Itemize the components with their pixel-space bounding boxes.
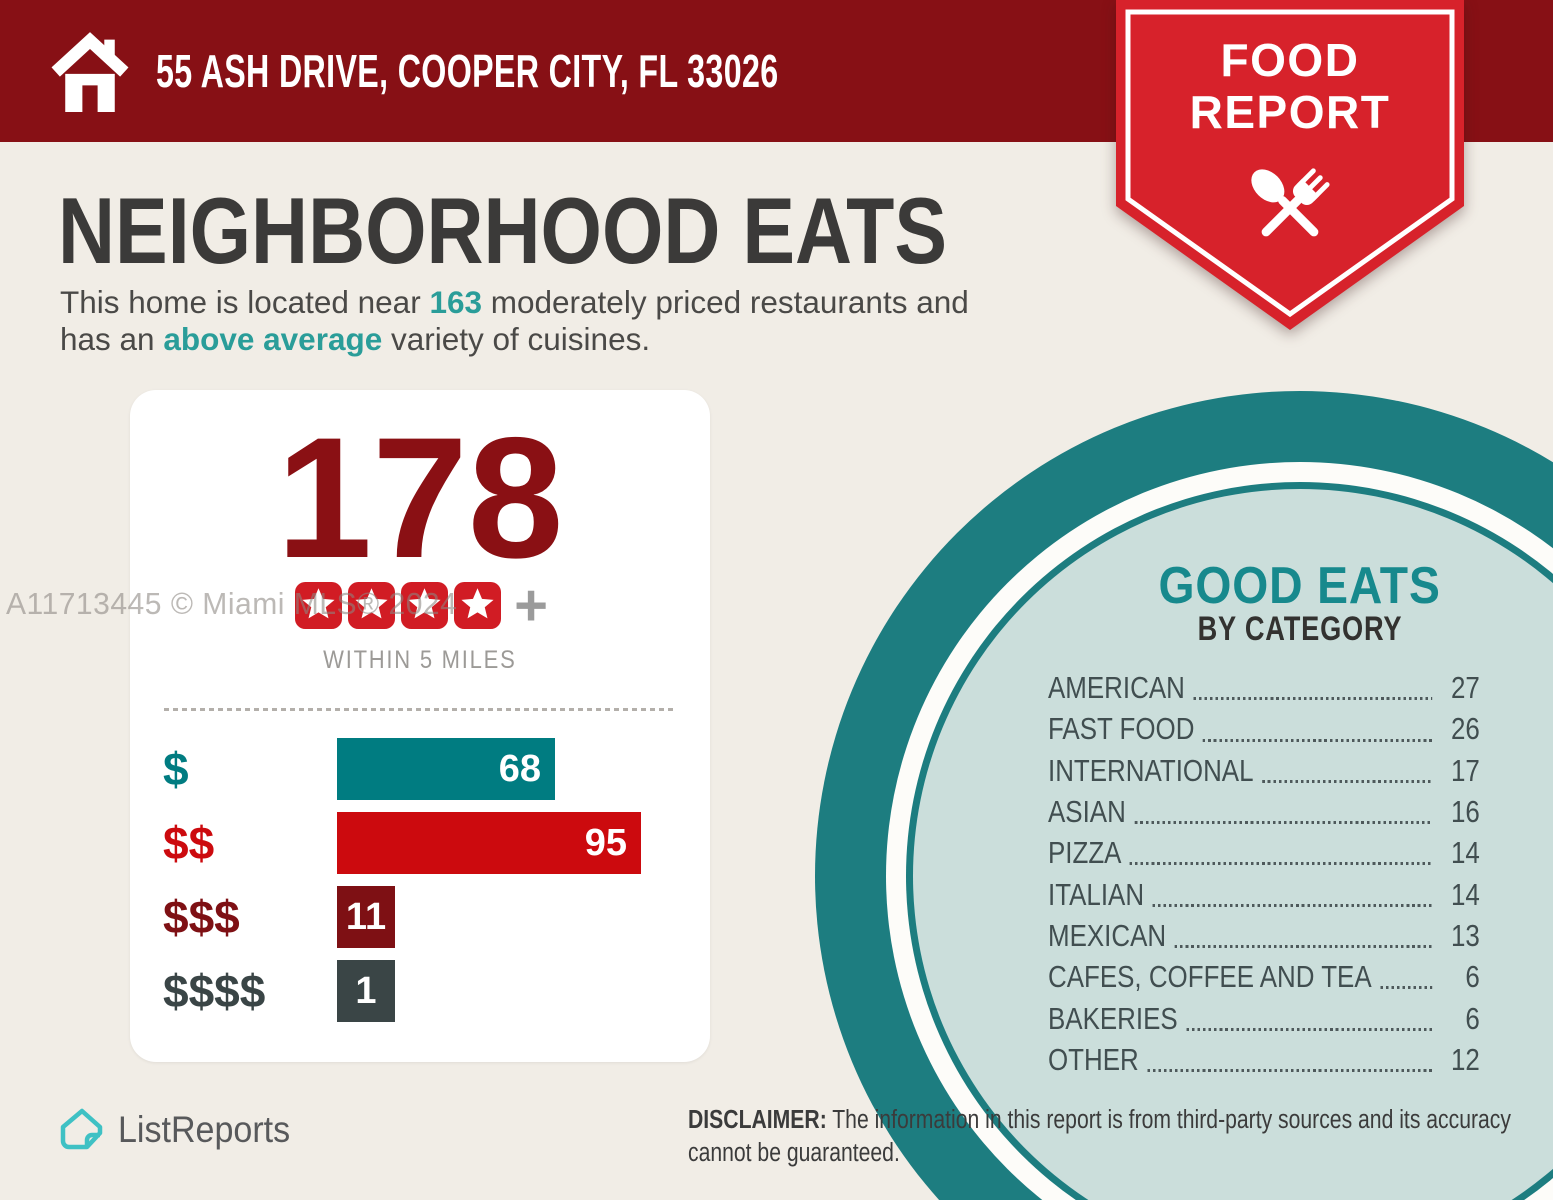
category-row: CAFES, COFFEE AND TEA 6: [1048, 960, 1480, 995]
category-row: ITALIAN 14: [1048, 877, 1480, 912]
radius-caption: WITHIN 5 MILES: [323, 646, 517, 674]
dotted-leader: [1380, 986, 1433, 990]
price-bar: 95: [337, 812, 641, 874]
disclaimer: DISCLAIMER: The information in this repo…: [688, 1104, 1526, 1170]
dotted-leader: [1152, 903, 1433, 907]
ribbon-shape: [1116, 0, 1464, 330]
price-row-3: $$$ 11: [130, 886, 710, 948]
stars-row: +: [130, 573, 710, 638]
star-icon: [401, 582, 449, 629]
disclaimer-label: DISCLAIMER:: [688, 1106, 827, 1134]
price-label: $$$$: [163, 965, 266, 1017]
price-bar: 68: [337, 738, 555, 800]
page-title: NEIGHBORHOOD EATS: [58, 178, 948, 283]
property-address: 55 ASH DRIVE, COOPER CITY, FL 33026: [156, 45, 779, 97]
badge-title-line1: FOOD: [1220, 34, 1360, 86]
badge-title-line2: REPORT: [1189, 86, 1391, 138]
price-bar: 1: [337, 960, 395, 1022]
price-bar: 11: [337, 886, 395, 948]
price-row-4: $$$$ 1: [130, 960, 710, 1022]
dotted-leader: [1134, 821, 1433, 825]
category-row: OTHER 12: [1048, 1042, 1480, 1077]
star-icon: [348, 582, 396, 629]
mls-watermark: A11713445 © Miami MLS® 2024: [6, 586, 458, 621]
dotted-leader: [1262, 779, 1433, 783]
star-rating: [292, 582, 504, 629]
category-row: ASIAN 16: [1048, 795, 1480, 830]
restaurant-summary-card: 178 + WITHIN 5 MILES $ 68: [130, 390, 710, 1062]
total-restaurants: 178: [276, 402, 564, 594]
category-row: BAKERIES 6: [1048, 1001, 1480, 1036]
dotted-leader: [1174, 945, 1433, 949]
listreports-logo: ListReports: [58, 1106, 305, 1154]
category-row: FAST FOOD 26: [1048, 712, 1480, 747]
food-report-badge: FOOD REPORT: [1116, 0, 1464, 332]
listreports-wordmark: ListReports: [118, 1109, 291, 1150]
intro-line-1: This home is located near 163 moderately…: [60, 284, 969, 320]
listreports-house-icon: [60, 1108, 103, 1150]
disclaimer-text: The information in this report is from t…: [688, 1106, 1511, 1168]
price-row-2: $$ 95: [130, 812, 710, 874]
variety-highlight: above average: [163, 320, 383, 357]
dotted-leader: [1186, 1027, 1433, 1031]
price-value: 1: [355, 969, 377, 1012]
price-label: $: [163, 743, 189, 795]
price-value: 95: [584, 821, 627, 864]
category-list: AMERICAN 27 FAST FOOD 26 INTERNATIONAL 17 A…: [1048, 668, 1480, 1081]
intro-text: This home is located near 163 moderately…: [60, 284, 1120, 357]
dotted-leader: [1147, 1068, 1433, 1072]
price-label: $$: [163, 817, 215, 869]
price-value: 11: [345, 895, 387, 938]
dashed-divider: [164, 708, 676, 711]
category-row: PIZZA 14: [1048, 836, 1480, 871]
home-icon: [51, 32, 129, 112]
price-value: 68: [498, 747, 541, 790]
good-eats-title: GOOD EATS: [1158, 557, 1442, 615]
dotted-leader: [1202, 738, 1433, 742]
price-bar-chart: $ 68 $$ 95 $$$ 11 $$$$ 1: [130, 738, 710, 1034]
star-icon: [454, 582, 502, 629]
dotted-leader: [1193, 697, 1433, 701]
category-row: INTERNATIONAL 17: [1048, 753, 1480, 788]
spoon-fork-icon: [1251, 168, 1330, 237]
restaurant-count: 163: [429, 284, 482, 320]
dotted-leader: [1129, 862, 1433, 866]
star-icon: [295, 582, 343, 629]
price-row-1: $ 68: [130, 738, 710, 800]
price-label: $$$: [163, 891, 240, 943]
good-eats-inner-circle: [913, 489, 1553, 1200]
plus-sign: +: [514, 573, 548, 638]
good-eats-subtitle: BY CATEGORY: [1197, 610, 1403, 648]
badge-title: FOOD REPORT: [1116, 34, 1464, 138]
category-row: AMERICAN 27: [1048, 671, 1480, 706]
intro-line-2: has an above average variety of cuisines…: [60, 320, 651, 357]
category-row: MEXICAN 13: [1048, 918, 1480, 953]
